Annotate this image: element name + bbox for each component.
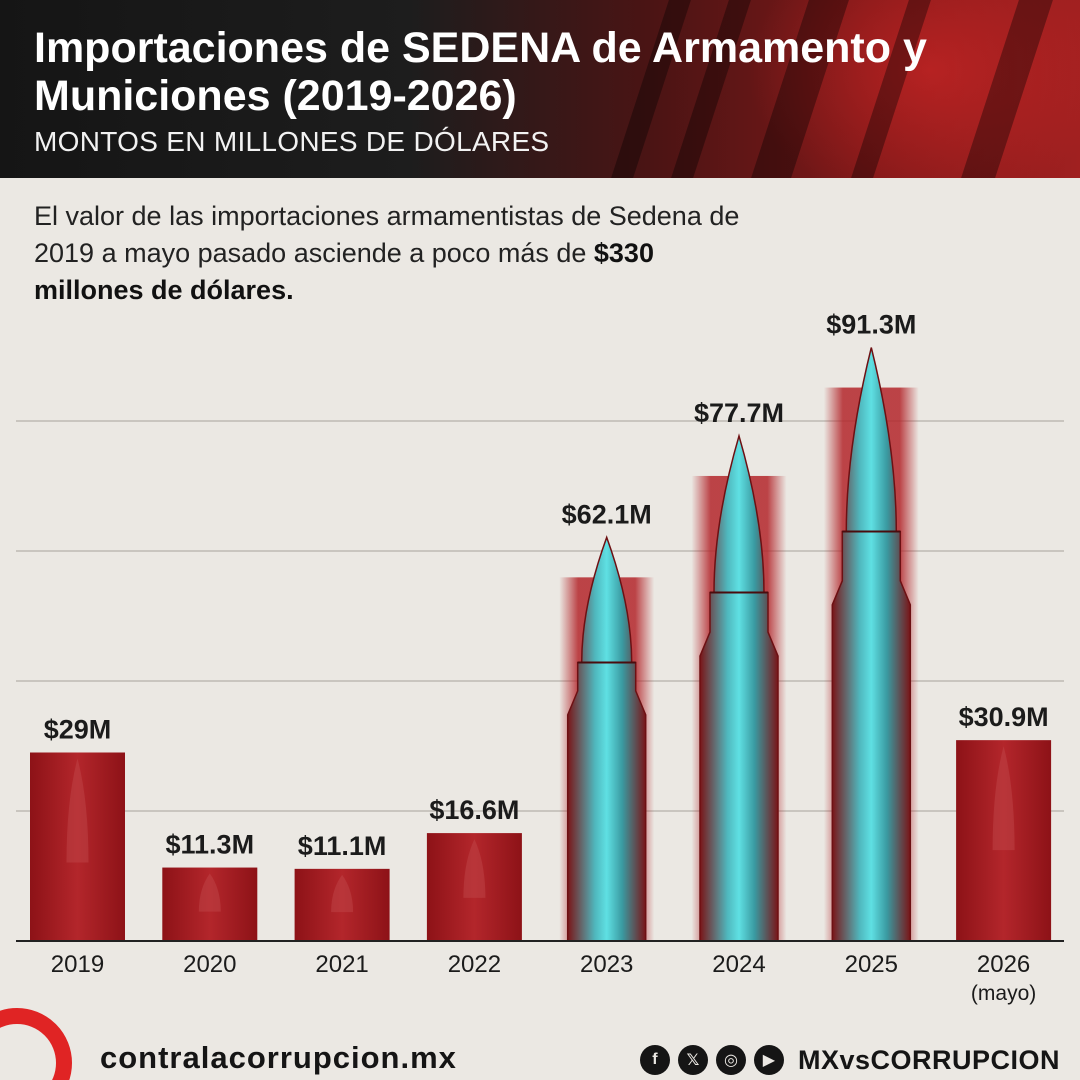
- bar: [426, 833, 522, 941]
- tick-label: 2026: [977, 951, 1030, 978]
- footer-website[interactable]: contralacorrupcion.mx: [100, 1040, 457, 1075]
- intro-highlight: $330 millones de dólares.: [34, 238, 654, 305]
- tick-label: 2021: [315, 951, 368, 978]
- tick-label: 2025: [845, 951, 898, 978]
- header-banner: Importaciones de SEDENA de Armamento y M…: [0, 0, 1080, 178]
- bar: [162, 867, 258, 941]
- value-label: $16.6M: [429, 795, 519, 825]
- value-label: $29M: [44, 715, 112, 745]
- intro-paragraph: El valor de las importaciones armamentis…: [34, 198, 754, 309]
- instagram-icon[interactable]: ◎: [715, 1045, 746, 1075]
- bullet-silhouette: [66, 758, 89, 863]
- x-icon[interactable]: 𝕏: [677, 1045, 708, 1075]
- tick-label: 2022: [448, 951, 501, 978]
- bar-chart: $29M 2019 $11.3M 2020 $11.1M 2021 $16.6M 2022 $6…: [16, 310, 1064, 1005]
- value-label: $77.7M: [694, 398, 784, 428]
- brand-logo: [0, 1008, 72, 1080]
- tick-label: 2023: [580, 951, 633, 978]
- page-title: Importaciones de SEDENA de Armamento y M…: [34, 24, 927, 120]
- value-label: $30.9M: [959, 702, 1049, 732]
- tick-note: (mayo): [971, 982, 1036, 1005]
- bullet-silhouette: [331, 874, 354, 913]
- tick-label: 2020: [183, 951, 236, 978]
- value-label: $62.1M: [562, 499, 652, 529]
- tick-label: 2024: [712, 951, 765, 978]
- bullet-silhouette: [463, 839, 486, 898]
- bullet-silhouette: [992, 746, 1015, 851]
- value-label: $11.1M: [298, 831, 387, 861]
- bar: [30, 752, 125, 941]
- bars: [30, 347, 1052, 942]
- tick-label: 2019: [51, 951, 104, 978]
- social-links: f 𝕏 ◎ ▶ MXvsCORRUPCION: [639, 1043, 1060, 1077]
- bullet-silhouette: [198, 873, 221, 912]
- social-handle[interactable]: MXvsCORRUPCION: [797, 1044, 1060, 1075]
- value-label: $91.3M: [826, 310, 916, 340]
- facebook-icon[interactable]: f: [639, 1045, 670, 1075]
- bar: [956, 740, 1052, 941]
- labels: $29M 2019 $11.3M 2020 $11.1M 2021 $16.6M 2022 $6…: [44, 310, 1049, 1005]
- value-label: $11.3M: [166, 830, 255, 860]
- bar: [294, 868, 390, 941]
- intro-text: El valor de las importaciones armamentis…: [34, 201, 740, 268]
- page-subtitle: MONTOS EN MILLONES DE DÓLARES: [34, 126, 550, 157]
- youtube-icon[interactable]: ▶: [753, 1045, 784, 1075]
